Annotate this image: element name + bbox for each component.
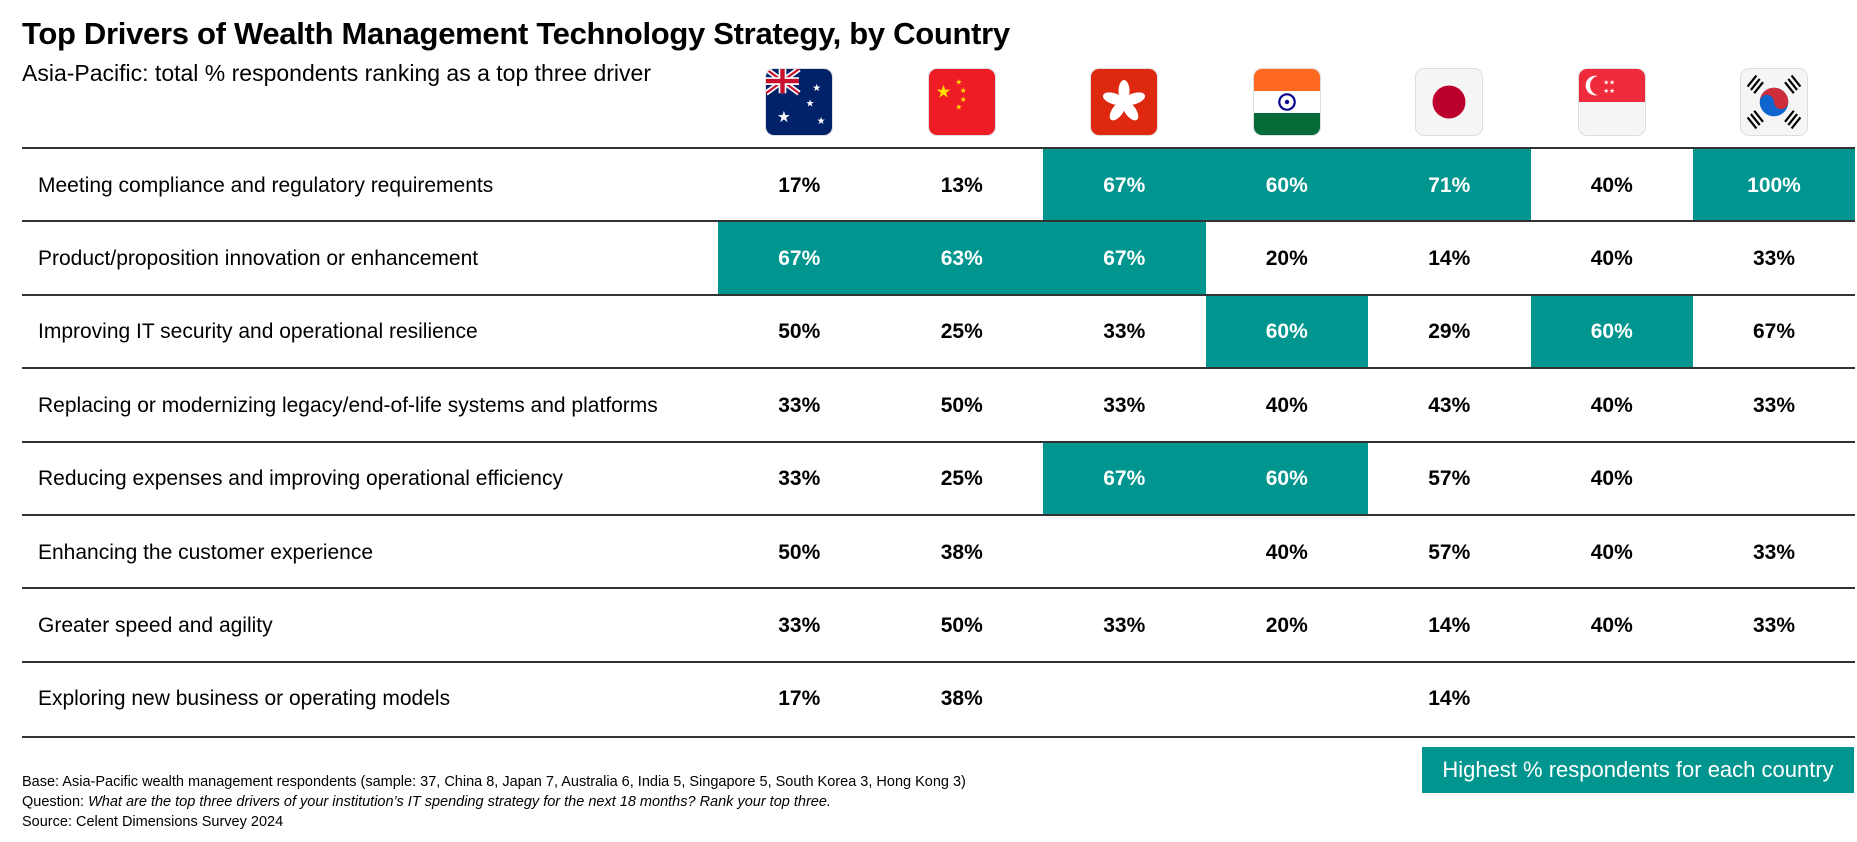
value-cell-south-korea: 33% xyxy=(1752,613,1796,637)
footnote-base: Base: Asia-Pacific wealth management res… xyxy=(22,774,966,790)
value-cell-south-korea: 33% xyxy=(1752,246,1796,270)
chart-subtitle: Asia-Pacific: total % respondents rankin… xyxy=(22,60,651,86)
value-cell-hong-kong xyxy=(1043,663,1206,736)
australia-flag-icon: ★ ★ ★ ★ xyxy=(766,69,833,135)
value-cell-hong-kong: 33% xyxy=(1103,613,1146,637)
row-label: Enhancing the customer experience xyxy=(38,540,374,564)
svg-text:★★: ★★ xyxy=(1603,79,1615,86)
row-label: Meeting compliance and regulatory requir… xyxy=(38,173,494,197)
value-cell-china: 38% xyxy=(940,687,983,711)
value-cell-india: 20% xyxy=(1265,613,1308,637)
svg-text:★: ★ xyxy=(960,95,967,104)
table-row: Improving IT security and operational re… xyxy=(22,293,1855,369)
value-cell-singapore: 40% xyxy=(1590,613,1633,637)
value-cell-china: 25% xyxy=(940,467,983,491)
singapore-flag-icon: ★★ ★★ xyxy=(1578,69,1645,135)
value-cell-hong-kong: 67% xyxy=(1043,149,1206,222)
value-cell-south-korea: 67% xyxy=(1752,320,1796,344)
svg-text:★: ★ xyxy=(935,82,951,102)
value-cell-japan: 14% xyxy=(1428,687,1471,711)
value-cell-japan: 57% xyxy=(1428,540,1471,564)
value-cell-india: 40% xyxy=(1265,393,1308,417)
row-label: Product/proposition innovation or enhanc… xyxy=(38,246,479,270)
value-cell-japan: 43% xyxy=(1428,393,1471,417)
value-cell-australia: 67% xyxy=(718,222,881,296)
footnote-question: Question: What are the top three drivers… xyxy=(22,794,831,810)
svg-text:★: ★ xyxy=(777,109,791,126)
row-label: Exploring new business or operating mode… xyxy=(38,687,451,711)
svg-text:★★: ★★ xyxy=(1603,88,1615,95)
chart-title: Top Drivers of Wealth Management Technol… xyxy=(22,16,1010,51)
value-cell-japan: 71% xyxy=(1368,149,1531,222)
value-cell-singapore: 40% xyxy=(1590,467,1633,491)
value-cell-singapore: 40% xyxy=(1590,393,1633,417)
value-cell-china: 38% xyxy=(940,540,983,564)
table-row: Exploring new business or operating mode… xyxy=(22,660,1855,738)
value-cell-australia: 50% xyxy=(778,320,821,344)
value-cell-australia: 33% xyxy=(778,393,821,417)
value-cell-australia: 17% xyxy=(778,173,821,197)
japan-flag-icon xyxy=(1416,69,1483,135)
table-row: Reducing expenses and improving operatio… xyxy=(22,440,1855,516)
value-cell-india: 60% xyxy=(1205,295,1368,369)
row-label: Improving IT security and operational re… xyxy=(38,320,478,344)
table-row: Product/proposition innovation or enhanc… xyxy=(22,220,1855,296)
value-cell-china: 13% xyxy=(940,173,983,197)
svg-text:★: ★ xyxy=(806,98,815,109)
value-cell-hong-kong xyxy=(1043,516,1206,589)
svg-text:★: ★ xyxy=(955,103,962,112)
svg-text:★: ★ xyxy=(812,83,821,94)
value-cell-india: 20% xyxy=(1265,246,1308,270)
india-flag-icon xyxy=(1253,69,1320,135)
footnote-source: Source: Celent Dimensions Survey 2024 xyxy=(22,814,284,830)
table-row: Replacing or modernizing legacy/end-of-l… xyxy=(22,367,1855,442)
value-cell-china: 50% xyxy=(940,393,983,417)
value-cell-south-korea xyxy=(1693,443,1855,516)
south-korea-flag-icon xyxy=(1741,69,1808,135)
value-cell-china: 50% xyxy=(940,613,983,637)
hong-kong-flag-icon xyxy=(1091,69,1158,135)
value-cell-india: 60% xyxy=(1205,149,1368,222)
value-cell-south-korea: 100% xyxy=(1693,149,1855,222)
table-row: Meeting compliance and regulatory requir… xyxy=(22,147,1855,222)
value-cell-australia: 33% xyxy=(778,467,821,491)
value-cell-china: 63% xyxy=(880,222,1043,296)
value-cell-south-korea: 33% xyxy=(1752,540,1796,564)
value-cell-india xyxy=(1206,663,1369,736)
value-cell-australia: 33% xyxy=(778,613,821,637)
row-label: Replacing or modernizing legacy/end-of-l… xyxy=(38,393,658,417)
value-cell-hong-kong: 33% xyxy=(1103,320,1146,344)
question-text: What are the top three drivers of your i… xyxy=(88,794,831,810)
value-cell-china: 25% xyxy=(940,320,983,344)
value-cell-hong-kong: 33% xyxy=(1103,393,1146,417)
value-cell-singapore xyxy=(1531,663,1694,736)
svg-text:★: ★ xyxy=(955,77,962,86)
value-cell-india: 40% xyxy=(1265,540,1308,564)
value-cell-japan: 29% xyxy=(1428,320,1471,344)
row-label: Greater speed and agility xyxy=(38,613,273,637)
highlight-legend: Highest % respondents for each country xyxy=(1422,747,1854,793)
value-cell-south-korea xyxy=(1693,663,1855,736)
value-cell-japan: 14% xyxy=(1428,246,1471,270)
value-cell-hong-kong: 67% xyxy=(1043,442,1206,516)
value-cell-hong-kong: 67% xyxy=(1043,222,1206,296)
value-cell-singapore: 40% xyxy=(1590,246,1633,270)
value-cell-japan: 57% xyxy=(1428,467,1471,491)
svg-text:★: ★ xyxy=(817,116,826,127)
svg-text:★: ★ xyxy=(960,86,967,95)
value-cell-singapore: 60% xyxy=(1530,295,1693,369)
value-cell-singapore: 40% xyxy=(1590,173,1633,197)
value-cell-india: 60% xyxy=(1205,442,1368,516)
row-label: Reducing expenses and improving operatio… xyxy=(38,467,563,491)
value-cell-australia: 17% xyxy=(778,687,821,711)
value-cell-japan: 14% xyxy=(1428,613,1471,637)
value-cell-australia: 50% xyxy=(778,540,821,564)
value-cell-singapore: 40% xyxy=(1590,540,1633,564)
table-row: Enhancing the customer experience 50% 38% 4… xyxy=(22,514,1855,589)
value-cell-south-korea: 33% xyxy=(1752,393,1796,417)
table-row: Greater speed and agility 33% 50% 33% 20% 14%… xyxy=(22,587,1855,662)
china-flag-icon: ★ ★ ★ ★ ★ xyxy=(928,69,995,135)
question-label: Question: xyxy=(22,794,89,810)
